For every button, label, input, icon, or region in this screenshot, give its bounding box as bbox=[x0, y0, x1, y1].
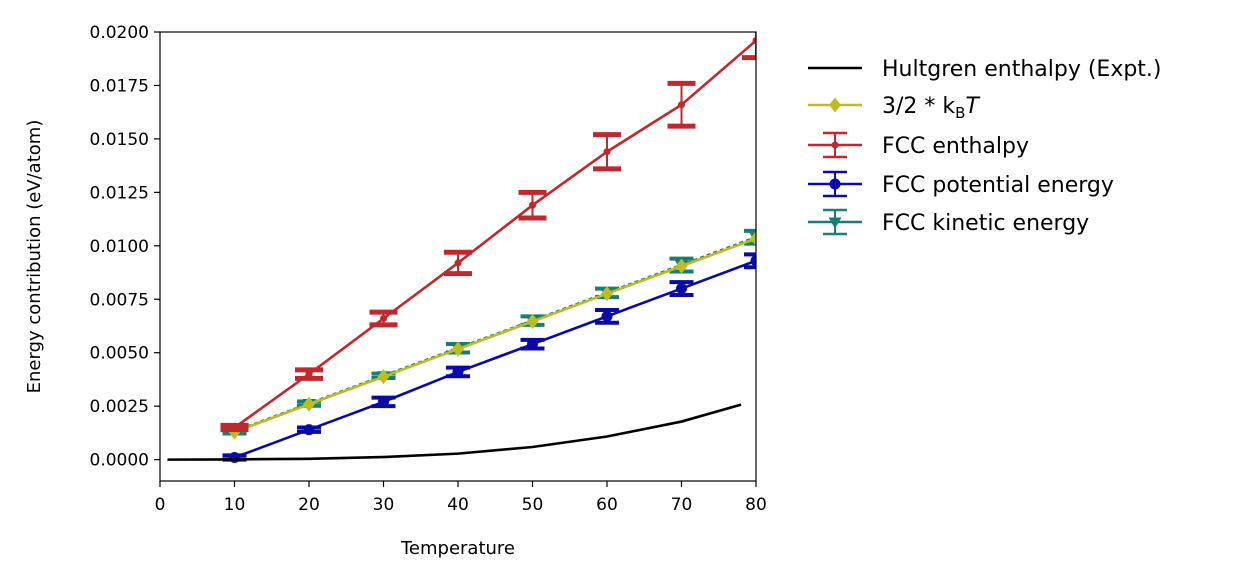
y-tick-label: 0.0175 bbox=[90, 76, 149, 96]
y-tick-label: 0.0050 bbox=[90, 344, 149, 364]
legend-label: FCC kinetic energy bbox=[882, 211, 1089, 236]
legend-item: 3/2 * kBT bbox=[808, 94, 980, 122]
data-point bbox=[454, 259, 462, 267]
series-group bbox=[167, 32, 756, 463]
x-tick-label: 60 bbox=[596, 495, 618, 515]
legend-marker bbox=[829, 97, 841, 113]
x-tick-label: 80 bbox=[745, 495, 767, 515]
legend-label: FCC enthalpy bbox=[882, 134, 1029, 159]
data-point bbox=[526, 313, 539, 329]
series-3-2-k-b-t bbox=[228, 231, 756, 440]
y-tick-label: 0.0000 bbox=[90, 451, 149, 471]
legend-item: FCC enthalpy bbox=[808, 131, 1029, 159]
series-fcc-potential-energy bbox=[222, 252, 756, 463]
legend-label: FCC potential energy bbox=[882, 173, 1114, 198]
data-point bbox=[231, 424, 238, 432]
data-point bbox=[378, 396, 389, 408]
data-point bbox=[676, 283, 687, 295]
data-point bbox=[529, 201, 536, 209]
y-tick-label: 0.0150 bbox=[90, 130, 149, 150]
legend-item: FCC potential energy bbox=[808, 170, 1114, 198]
y-tick-label: 0.0100 bbox=[90, 237, 149, 257]
x-tick-label: 70 bbox=[671, 495, 693, 515]
data-point bbox=[675, 258, 688, 274]
data-point bbox=[601, 310, 613, 322]
data-point bbox=[678, 101, 685, 109]
legend-label: 3/2 * kBT bbox=[882, 94, 980, 122]
axes: 0 10 20 30 40 50 60 70 80 0.0000 0.0025 0.0050 0.007… bbox=[90, 23, 767, 515]
data-point bbox=[752, 37, 756, 45]
series-line bbox=[234, 259, 756, 459]
y-tick-label: 0.0075 bbox=[90, 290, 149, 310]
legend-item: Hultgren enthalpy (Expt.) bbox=[808, 57, 1162, 82]
x-tick-label: 30 bbox=[373, 495, 395, 515]
data-point bbox=[750, 231, 756, 247]
x-tick-label: 40 bbox=[447, 495, 469, 515]
y-axis-label: Energy contribution (eV/atom) bbox=[24, 120, 45, 394]
series-line bbox=[233, 39, 756, 429]
series-hultgren-enthalpy-expt- bbox=[167, 403, 742, 461]
legend-marker bbox=[829, 178, 841, 190]
data-point bbox=[527, 338, 538, 350]
legend-marker bbox=[831, 141, 839, 149]
data-point bbox=[229, 451, 240, 463]
x-tick-label: 50 bbox=[522, 495, 544, 515]
data-point bbox=[601, 286, 613, 302]
legend-item: FCC kinetic energy bbox=[808, 208, 1089, 236]
y-tick-label: 0.0025 bbox=[90, 397, 149, 417]
plot-area bbox=[167, 32, 756, 463]
series-line bbox=[234, 237, 756, 434]
data-point bbox=[452, 341, 464, 357]
legend: Hultgren enthalpy (Expt.) 3/2 * kBT FCC en… bbox=[808, 57, 1162, 236]
x-tick-label: 20 bbox=[298, 495, 320, 515]
series-fcc-enthalpy bbox=[220, 32, 756, 433]
legend-label: Hultgren enthalpy (Expt.) bbox=[882, 57, 1162, 82]
x-tick-label: 0 bbox=[155, 495, 166, 515]
legend-marker bbox=[828, 217, 842, 229]
x-axis-label: Temperature bbox=[400, 538, 515, 559]
y-tick-label: 0.0200 bbox=[90, 23, 149, 43]
data-point bbox=[603, 148, 611, 156]
data-point bbox=[452, 366, 464, 378]
data-point bbox=[303, 396, 315, 412]
data-point bbox=[303, 424, 315, 436]
data-point bbox=[750, 255, 756, 267]
data-point bbox=[377, 369, 390, 385]
x-tick-label: 10 bbox=[224, 495, 246, 515]
series-line bbox=[167, 403, 742, 461]
y-tick-label: 0.0125 bbox=[90, 183, 149, 203]
data-point bbox=[305, 370, 313, 378]
data-point bbox=[380, 315, 387, 323]
